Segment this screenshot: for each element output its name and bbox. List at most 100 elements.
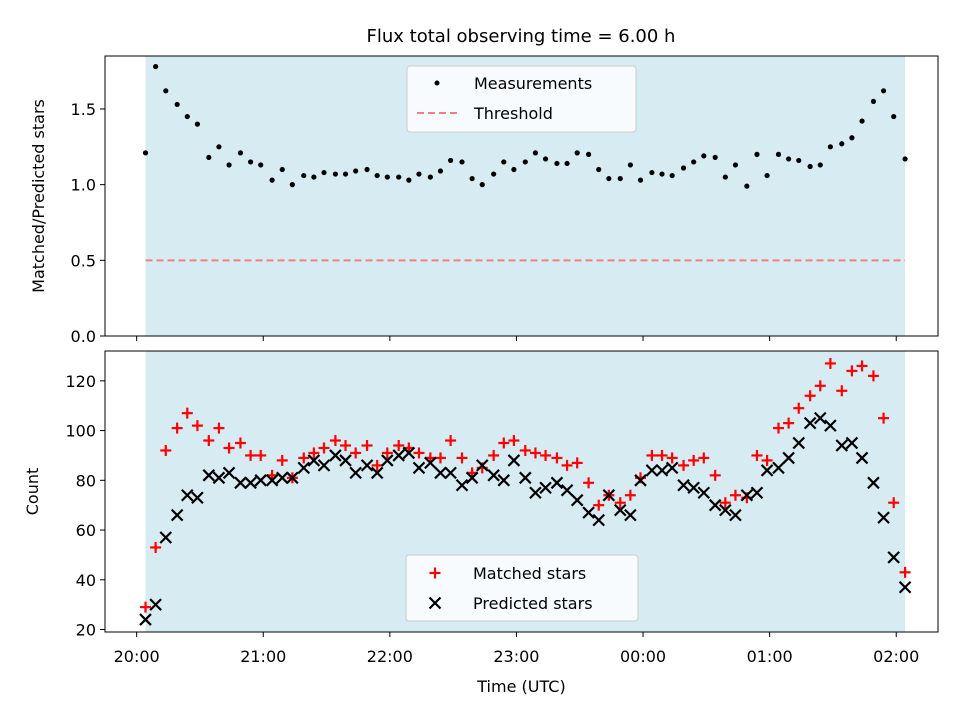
- time-x-tick-label: 23:00: [493, 647, 539, 666]
- measurement-point: [353, 168, 359, 174]
- matched-stars-point: [488, 449, 500, 461]
- measurement-point: [522, 159, 528, 165]
- measurement-point: [206, 154, 212, 161]
- measurement-point: [216, 144, 222, 150]
- measurement-point: [744, 183, 750, 189]
- measurement-point: [891, 113, 897, 120]
- cross-bar-b: [286, 471, 299, 485]
- measurement-point: [786, 156, 792, 162]
- measurement-point: [722, 174, 728, 180]
- cross-bar-b: [772, 461, 785, 475]
- predicted-stars-point: [624, 508, 637, 522]
- predicted-stars-point: [877, 511, 890, 524]
- count-y-tick-label: 60: [76, 521, 96, 540]
- cross-bar-b: [455, 479, 469, 492]
- count-y-tick-label: 100: [65, 422, 96, 441]
- ratio-y-tick-label: 0.0: [71, 327, 96, 346]
- matched-stars-point: [824, 357, 836, 369]
- matched-stars-point: [371, 459, 383, 471]
- cross-bar-b: [202, 469, 216, 482]
- threshold-legend-label: Threshold: [473, 104, 553, 123]
- matched-stars-point: [350, 447, 362, 459]
- predicted-stars-point: [307, 454, 321, 467]
- cross-bar-b: [740, 488, 754, 502]
- measurement-point: [479, 182, 485, 188]
- measurement-point: [649, 169, 655, 176]
- predicted-stars-point: [275, 471, 289, 485]
- matched-stars-point: [666, 452, 678, 464]
- measurement-point: [807, 163, 813, 170]
- measurement-point: [332, 171, 339, 177]
- measurement-point: [564, 160, 570, 167]
- predicted-stars-point: [286, 471, 299, 485]
- matched-stars-legend-marker: [429, 567, 441, 579]
- cross-bar-b: [634, 474, 647, 487]
- matched-stars-point: [181, 407, 193, 419]
- measurement-point: [849, 135, 855, 141]
- measurement-point: [691, 159, 697, 165]
- measurement-point: [574, 150, 580, 156]
- predicted-stars-point: [434, 466, 447, 480]
- measurement-point: [279, 166, 285, 173]
- cross-bar-b: [465, 471, 479, 485]
- matched-stars-point: [688, 454, 700, 466]
- predicted-stars-point: [254, 474, 267, 487]
- ratio-legend: Measurements Threshold: [406, 65, 637, 133]
- measurement-point: [880, 88, 887, 94]
- cross-bar-b: [708, 498, 722, 512]
- predicted-stars-point: [782, 451, 795, 465]
- cross-bar-b: [570, 493, 584, 507]
- matched-stars-point: [593, 499, 605, 511]
- matched-stars-point: [804, 390, 816, 402]
- matched-stars-point: [393, 439, 405, 451]
- measurement-point: [732, 162, 739, 168]
- cross-bar-b: [234, 476, 247, 490]
- matched-stars-point: [888, 497, 900, 509]
- matched-stars-point: [772, 422, 784, 434]
- measurement-point: [142, 150, 149, 156]
- time-x-tick-label: 02:00: [873, 647, 919, 666]
- matched-stars-point: [793, 402, 805, 414]
- cross-bar-b: [750, 486, 764, 500]
- matched-stars-point: [761, 454, 773, 466]
- predicted-stars-point: [845, 436, 859, 450]
- legend-plus-glyph: [429, 567, 441, 579]
- predicted-stars-point: [339, 454, 352, 467]
- cross-bar-b: [339, 454, 352, 467]
- cross-bar-b: [475, 459, 489, 472]
- measurement-point: [226, 162, 232, 168]
- measurement-point: [374, 172, 380, 179]
- cross-bar-b: [845, 436, 859, 450]
- predicted-stars-point: [412, 461, 426, 475]
- legend-cross-glyph: [428, 596, 442, 610]
- predicted-stars-point: [329, 449, 342, 462]
- ratio-panel: 0.0 0.5 1.0 1.5 Matched/Predicted stars Mea…: [29, 55, 939, 346]
- matched-stars-point: [298, 452, 310, 464]
- matched-stars-point: [729, 489, 741, 501]
- time-x-axis-label: Time (UTC): [476, 677, 565, 696]
- matched-stars-point: [678, 459, 690, 471]
- predicted-stars-point: [159, 531, 173, 544]
- cross-bar-b: [254, 474, 267, 487]
- matched-stars-point: [529, 447, 541, 459]
- cross-bar-b: [813, 411, 827, 425]
- predicted-stars-point: [613, 503, 627, 517]
- cross-bar-b: [149, 598, 162, 611]
- predicted-stars-point: [602, 488, 616, 502]
- predicted-stars-point: [645, 464, 659, 477]
- matched-stars-point: [846, 365, 858, 377]
- predicted-stars-point: [265, 474, 279, 487]
- cross-bar-b: [624, 508, 637, 522]
- measurement-point: [775, 151, 782, 157]
- cross-bar-b: [539, 481, 552, 495]
- time-x-tick-label: 00:00: [620, 647, 666, 666]
- matched-stars-point: [160, 444, 172, 456]
- measurement-point: [659, 171, 665, 177]
- cross-bar-b: [222, 466, 236, 480]
- cross-bar-b: [687, 481, 700, 495]
- matched-stars-point: [498, 437, 510, 449]
- count-legend-box: [405, 554, 639, 622]
- matched-stars-point: [867, 370, 879, 382]
- predicted-stars-legend-label: Predicted stars: [473, 594, 593, 613]
- measurement-point: [796, 157, 802, 164]
